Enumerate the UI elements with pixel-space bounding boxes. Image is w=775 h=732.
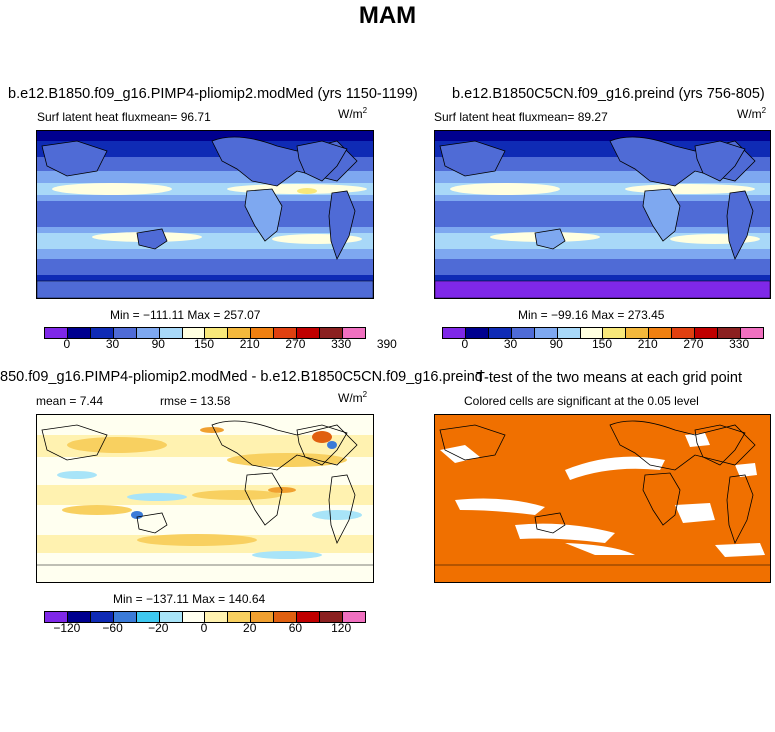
colorbar-swatch bbox=[603, 328, 627, 338]
colorbar-tick-label: 150 bbox=[591, 337, 613, 351]
colorbar-swatch bbox=[695, 328, 719, 338]
colorbar-swatch bbox=[113, 612, 137, 622]
colorbar-swatch bbox=[672, 328, 696, 338]
panel3-mean: mean = 7.44 bbox=[36, 394, 104, 408]
panel2-title: b.e12.B1850C5CN.f09_g16.preind (yrs 756-… bbox=[452, 86, 765, 102]
colorbar-tick-label: 270 bbox=[285, 337, 306, 351]
panel4-map bbox=[434, 414, 771, 583]
colorbar-swatch bbox=[557, 328, 581, 338]
colorbar-swatch bbox=[136, 328, 160, 338]
colorbar-swatch bbox=[205, 328, 229, 338]
colorbar-swatch bbox=[182, 328, 206, 338]
colorbar-swatch bbox=[342, 328, 365, 338]
colorbar-tick-label: −20 bbox=[148, 621, 169, 635]
panel3-map bbox=[36, 414, 374, 583]
colorbar-tick-label: 210 bbox=[239, 337, 260, 351]
colorbar-swatch bbox=[534, 328, 558, 338]
colorbar-swatch bbox=[45, 612, 68, 622]
page-title: MAM bbox=[358, 2, 417, 29]
colorbar-swatch bbox=[182, 612, 206, 622]
colorbar-tick-label: 330 bbox=[729, 337, 750, 351]
panel4-subtitle: Colored cells are significant at the 0.0… bbox=[464, 394, 699, 408]
panel3-rmse: rmse = 13.58 bbox=[160, 394, 231, 408]
panel2-subtitle: Surf latent heat fluxmean= 89.27 bbox=[434, 110, 608, 124]
colorbar-swatch bbox=[90, 328, 114, 338]
colorbar-tick-label: 0 bbox=[63, 337, 71, 351]
colorbar-swatch bbox=[113, 328, 137, 338]
colorbar-tick-label: −60 bbox=[102, 621, 123, 635]
colorbar-tick-label: 270 bbox=[683, 337, 704, 351]
colorbar-swatch bbox=[342, 612, 365, 622]
panel1-title: b.e12.B1850.f09_g16.PIMP4-pliomip2.modMe… bbox=[8, 86, 418, 102]
colorbar-swatch bbox=[297, 328, 321, 338]
panel3-minmax: Min = −137.11 Max = 140.64 bbox=[113, 592, 266, 606]
colorbar-swatch bbox=[67, 328, 91, 338]
colorbar-swatch bbox=[228, 328, 252, 338]
panel1-minmax: Min = −111.11 Max = 257.07 bbox=[110, 308, 261, 322]
colorbar-swatch bbox=[443, 328, 466, 338]
colorbar-swatch bbox=[90, 612, 114, 622]
panel1-map bbox=[36, 130, 374, 299]
colorbar-swatch bbox=[488, 328, 512, 338]
panel2-colorbar bbox=[442, 327, 764, 339]
colorbar-tick-label: 30 bbox=[503, 337, 518, 351]
panel1-units: W/m2 bbox=[338, 106, 368, 121]
panel1-subtitle: Surf latent heat fluxmean= 96.71 bbox=[37, 110, 211, 124]
colorbar-tick-label: 390 bbox=[376, 337, 397, 351]
colorbar-tick-label: 0 bbox=[461, 337, 469, 351]
colorbar-tick-label: 90 bbox=[549, 337, 563, 351]
colorbar-tick-label: 90 bbox=[151, 337, 165, 351]
colorbar-tick-label: 20 bbox=[243, 621, 257, 635]
panel2-map bbox=[434, 130, 771, 299]
panel3-title: 850.f09_g16.PIMP4-pliomip2.modMed - b.e1… bbox=[0, 369, 483, 385]
colorbar-swatch bbox=[45, 328, 68, 338]
colorbar-tick-label: 0 bbox=[200, 621, 208, 635]
colorbar-swatch bbox=[718, 328, 741, 338]
colorbar-tick-label: 150 bbox=[193, 337, 215, 351]
colorbar-swatch bbox=[320, 328, 343, 338]
panel3-units: W/m2 bbox=[338, 390, 368, 405]
colorbar-tick-label: 210 bbox=[637, 337, 658, 351]
colorbar-swatch bbox=[159, 612, 183, 622]
colorbar-swatch bbox=[136, 612, 160, 622]
colorbar-swatch bbox=[251, 612, 275, 622]
colorbar-tick-label: 60 bbox=[288, 621, 303, 635]
colorbar-swatch bbox=[228, 612, 252, 622]
colorbar-swatch bbox=[580, 328, 604, 338]
colorbar-swatch bbox=[205, 612, 229, 622]
colorbar-swatch bbox=[251, 328, 275, 338]
panel4-title: T-test of the two means at each grid poi… bbox=[476, 370, 742, 386]
colorbar-swatch bbox=[297, 612, 321, 622]
colorbar-swatch bbox=[274, 328, 298, 338]
colorbar-tick-label: 30 bbox=[105, 337, 120, 351]
panel2-minmax: Min = −99.16 Max = 273.45 bbox=[518, 308, 665, 322]
colorbar-swatch bbox=[740, 328, 763, 338]
colorbar-swatch bbox=[511, 328, 535, 338]
colorbar-tick-label: 120 bbox=[331, 621, 352, 635]
colorbar-swatch bbox=[67, 612, 91, 622]
panel1-colorbar bbox=[44, 327, 366, 339]
colorbar-tick-label: −120 bbox=[53, 621, 81, 635]
panel3-colorbar-labels: −120 −60 −20 0 20 60 120 bbox=[44, 621, 364, 635]
colorbar-swatch bbox=[465, 328, 489, 338]
colorbar-tick-label: 330 bbox=[331, 337, 352, 351]
panel3-colorbar bbox=[44, 611, 366, 623]
colorbar-swatch bbox=[274, 612, 298, 622]
colorbar-swatch bbox=[320, 612, 343, 622]
colorbar-swatch bbox=[626, 328, 650, 338]
colorbar-swatch bbox=[649, 328, 673, 338]
panel2-units: W/m2 bbox=[737, 106, 767, 121]
colorbar-swatch bbox=[159, 328, 183, 338]
panel1-colorbar-labels: 0 30 90 150 210 270 330 390 bbox=[44, 337, 397, 351]
